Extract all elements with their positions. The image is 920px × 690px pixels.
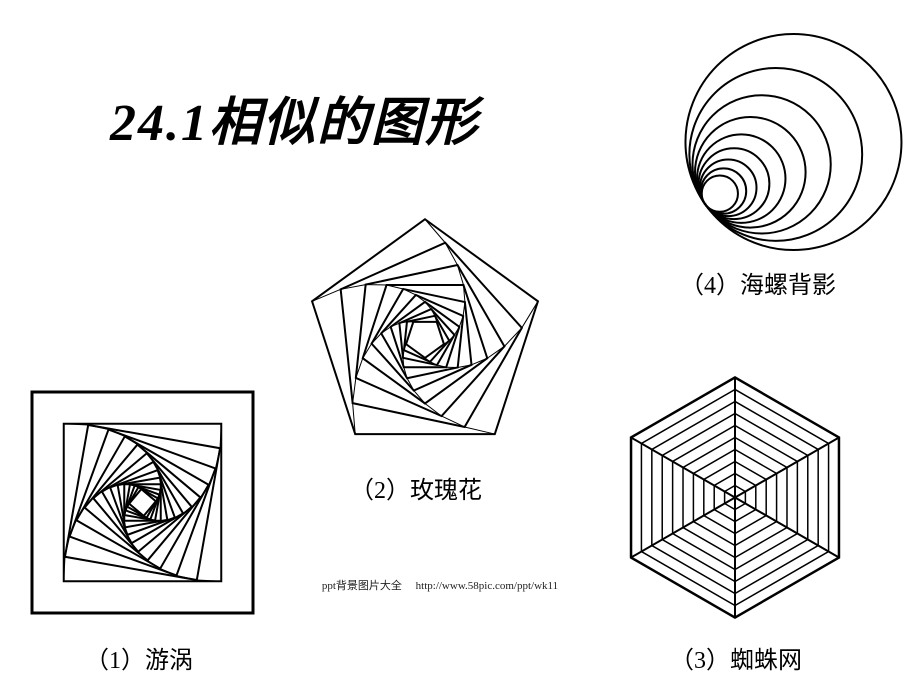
caption-web: （3）蜘蛛网 [670, 640, 802, 675]
watermark-text: ppt背景图片大全 http://www.58pic.com/ppt/wk11 [310, 580, 570, 593]
figure-web [600, 375, 870, 620]
figure-rose [300, 205, 550, 455]
caption-conch: （4）海螺背影 [680, 265, 836, 300]
figure-vortex [30, 390, 255, 615]
caption-vortex: （1）游涡 [85, 640, 193, 675]
page-title: 24.1相似的图形 [110, 80, 479, 155]
caption-rose: （2）玫瑰花 [350, 470, 482, 505]
watermark-label: ppt背景图片大全 [322, 580, 402, 592]
figure-conch [630, 20, 880, 250]
watermark-url: http://www.58pic.com/ppt/wk11 [416, 580, 558, 592]
